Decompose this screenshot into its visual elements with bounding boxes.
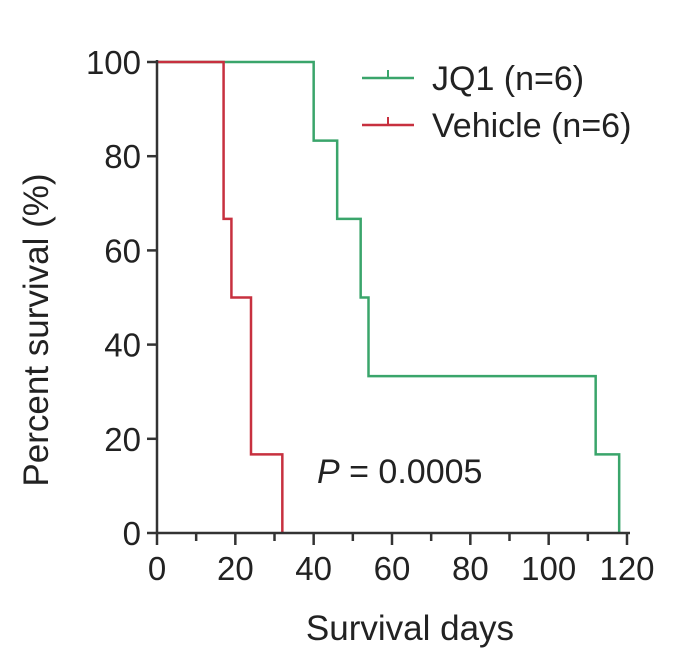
x-tick-label: 100 xyxy=(521,550,576,587)
p-value: = 0.0005 xyxy=(340,453,483,491)
legend-label-vehicle: Vehicle (n=6) xyxy=(432,107,631,145)
p-value-annotation: P = 0.0005 xyxy=(317,453,482,491)
x-tick-label: 120 xyxy=(599,550,654,587)
x-tick-label: 20 xyxy=(217,550,254,587)
y-tick-label: 60 xyxy=(104,232,141,269)
p-symbol: P xyxy=(317,453,340,491)
x-tick-label: 40 xyxy=(295,550,332,587)
series-layer xyxy=(157,60,621,533)
x-tick-label: 0 xyxy=(148,550,166,587)
legend-label-jq1: JQ1 (n=6) xyxy=(432,60,584,98)
axes-layer: 0 20 40 60 80 100 0 20 40 60 80 100 120 xyxy=(86,44,655,587)
survival-curve-vehicle xyxy=(157,60,284,533)
y-tick-label: 80 xyxy=(104,138,141,175)
y-tick-label: 20 xyxy=(104,421,141,458)
survival-curve-jq1 xyxy=(157,60,621,533)
y-axis-title: Percent survival (%) xyxy=(17,173,56,486)
legend: JQ1 (n=6) Vehicle (n=6) xyxy=(362,60,631,145)
x-tick-label: 80 xyxy=(452,550,489,587)
y-tick-label: 0 xyxy=(123,515,141,552)
x-tick-label: 60 xyxy=(374,550,411,587)
y-tick-label: 100 xyxy=(86,44,141,81)
x-axis-title: Survival days xyxy=(306,609,514,648)
y-tick-label: 40 xyxy=(104,327,141,364)
